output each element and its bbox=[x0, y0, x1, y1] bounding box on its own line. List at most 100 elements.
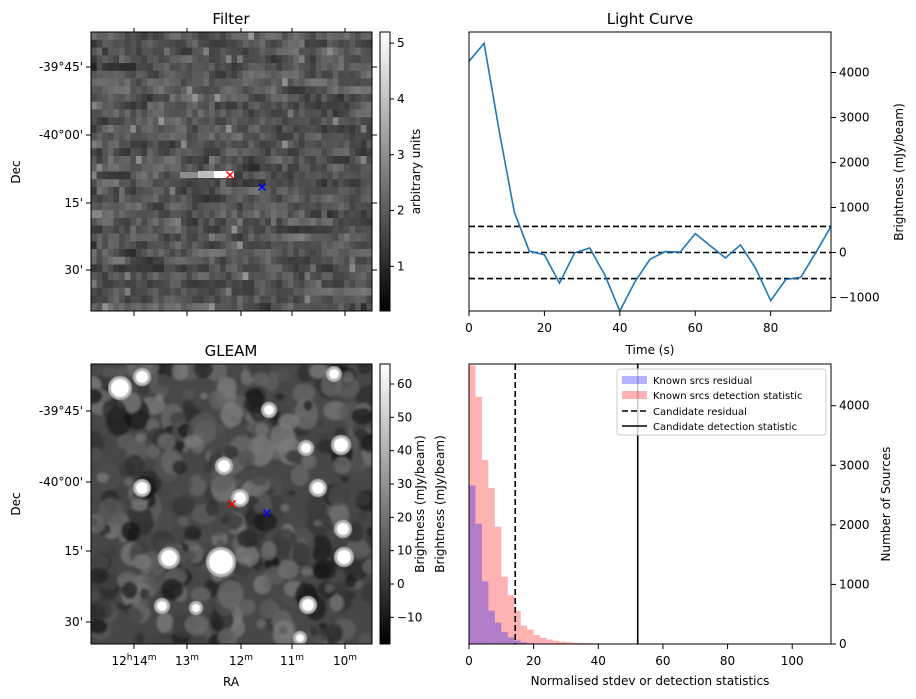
filter-pixel bbox=[102, 225, 109, 235]
filter-pixel bbox=[214, 47, 221, 56]
filter-pixel bbox=[355, 171, 362, 180]
filter-pixel bbox=[343, 140, 351, 149]
histogram-bar bbox=[533, 635, 541, 644]
filter-pixel bbox=[164, 109, 171, 118]
filter-pixel bbox=[298, 233, 306, 242]
filter-pixel bbox=[276, 187, 283, 196]
filter-pixel bbox=[164, 148, 171, 157]
filter-pixel bbox=[158, 171, 165, 180]
filter-pixel bbox=[119, 132, 126, 142]
filter-pixel bbox=[96, 78, 103, 87]
filter-pixel bbox=[366, 218, 372, 227]
filter-pixel bbox=[293, 156, 300, 165]
filter-pixel bbox=[158, 256, 165, 266]
filter-pixel bbox=[366, 194, 372, 204]
filter-pixel bbox=[282, 218, 289, 227]
filter-pixel bbox=[152, 295, 160, 304]
filter-pixel bbox=[310, 78, 317, 87]
filter-pixel bbox=[102, 287, 109, 297]
filter-pixel bbox=[338, 163, 345, 173]
filter-pixel bbox=[253, 117, 261, 126]
gleam-colorbar-gradient bbox=[380, 364, 390, 644]
filter-pixel bbox=[158, 117, 165, 126]
filter-pixel bbox=[270, 249, 278, 258]
gleam-xtick-value: 12 bbox=[229, 654, 244, 668]
filter-pixel bbox=[276, 47, 283, 56]
filter-pixel bbox=[119, 194, 126, 204]
filter-pixel bbox=[248, 39, 255, 49]
filter-pixel bbox=[214, 132, 221, 142]
filter-pixel bbox=[321, 280, 328, 289]
filter-pixel bbox=[265, 55, 272, 64]
filter-pixel bbox=[124, 94, 131, 103]
filter-pixel bbox=[169, 202, 176, 211]
filter-pixel bbox=[102, 86, 109, 95]
filter-pixel bbox=[169, 148, 176, 157]
filter-pixel bbox=[197, 94, 204, 103]
filter-pixel bbox=[270, 148, 278, 157]
filter-pixel bbox=[141, 78, 148, 87]
filter-pixel bbox=[124, 179, 131, 188]
filter-pixel bbox=[259, 55, 266, 64]
filter-pixel bbox=[147, 63, 154, 72]
histogram-ytick-label: 2000 bbox=[839, 518, 870, 532]
filter-pixel bbox=[293, 70, 300, 80]
filter-pixel bbox=[355, 55, 362, 64]
filter-pixel bbox=[259, 132, 266, 142]
filter-pixel bbox=[158, 47, 165, 56]
filter-pixel bbox=[180, 264, 188, 273]
filter-pixel bbox=[141, 163, 148, 173]
filter-pixel bbox=[259, 287, 266, 297]
filter-pixel bbox=[349, 163, 356, 173]
filter-pixel bbox=[91, 117, 98, 126]
filter-pixel bbox=[203, 78, 210, 87]
filter-pixel bbox=[96, 101, 103, 111]
filter-ylabel: Dec bbox=[9, 160, 23, 183]
filter-pixel bbox=[287, 295, 294, 304]
filter-pixel bbox=[338, 303, 345, 311]
filter-pixel bbox=[96, 202, 103, 211]
filter-pixel bbox=[203, 295, 210, 304]
filter-pixel bbox=[282, 47, 289, 56]
filter-pixel bbox=[107, 303, 115, 311]
filter-pixel bbox=[343, 272, 351, 281]
filter-pixel bbox=[349, 63, 356, 72]
filter-pixel bbox=[355, 117, 362, 126]
filter-pixel bbox=[332, 287, 339, 297]
gleam-noise-blob bbox=[188, 474, 207, 497]
filter-pixel bbox=[338, 140, 345, 149]
filter-pixel bbox=[180, 94, 188, 103]
filter-pixel bbox=[220, 187, 227, 196]
filter-pixel bbox=[287, 194, 294, 204]
filter-pixel bbox=[242, 140, 249, 149]
filter-pixel bbox=[169, 179, 176, 188]
filter-pixel bbox=[304, 233, 311, 242]
filter-pixel bbox=[209, 109, 216, 118]
filter-pixel bbox=[130, 287, 137, 297]
filter-pixel bbox=[310, 241, 317, 250]
filter-pixel bbox=[270, 32, 278, 41]
filter-pixel bbox=[298, 32, 306, 41]
filter-pixel bbox=[141, 179, 148, 188]
filter-pixel bbox=[293, 109, 300, 118]
filter-pixel bbox=[360, 39, 367, 49]
filter-pixel bbox=[321, 132, 328, 142]
filter-pixel bbox=[366, 303, 372, 311]
filter-pixel bbox=[96, 148, 103, 157]
filter-pixel bbox=[338, 295, 345, 304]
filter-pixel bbox=[124, 125, 131, 134]
filter-pixel bbox=[338, 218, 345, 227]
filter-pixel bbox=[366, 32, 372, 41]
gleam-colorbar-tick-label: 10 bbox=[397, 544, 412, 558]
filter-pixel bbox=[220, 148, 227, 157]
gleam-noise-blob bbox=[356, 493, 371, 505]
filter-pixel bbox=[197, 156, 204, 165]
filter-pixel bbox=[197, 264, 204, 273]
filter-pixel bbox=[332, 109, 339, 118]
filter-pixel bbox=[164, 295, 171, 304]
histogram-bar bbox=[488, 487, 495, 644]
gleam-title: GLEAM bbox=[205, 342, 258, 360]
filter-pixel bbox=[124, 202, 131, 211]
filter-pixel bbox=[186, 225, 193, 235]
gleam-frame bbox=[90, 363, 373, 645]
